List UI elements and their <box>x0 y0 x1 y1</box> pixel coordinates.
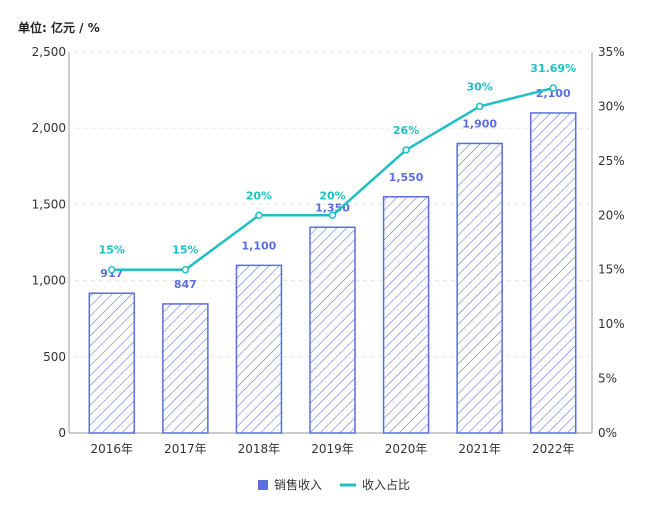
x-axis: 2016年 2017年 2018年 2019年 2020年 2021年 2022年 <box>69 432 592 456</box>
y-right-tick-label: 25% <box>598 154 625 168</box>
line-value-label: 26% <box>393 124 419 137</box>
legend-item-bar[interactable]: 销售收入 <box>258 477 322 492</box>
legend-bar-swatch <box>258 480 268 490</box>
bar[interactable] <box>309 226 356 434</box>
y-left-tick-label: 2,500 <box>32 45 66 59</box>
y-left-tick-label: 2,000 <box>32 121 66 135</box>
y-right-tick-label: 20% <box>598 208 625 222</box>
line-point[interactable] <box>549 84 557 92</box>
bar-value-label: 1,350 <box>315 201 350 214</box>
x-tick-label: 2020年 <box>385 442 428 456</box>
y-left-tick-label: 1,000 <box>32 274 66 288</box>
line-value-label: 20% <box>246 189 272 202</box>
bar[interactable] <box>88 292 136 434</box>
bar-value-label: 847 <box>174 278 197 291</box>
line-point[interactable] <box>402 146 410 154</box>
bar[interactable] <box>382 196 430 434</box>
x-tick-label: 2019年 <box>311 442 354 456</box>
line-data-labels: 15% 15% 20% 20% 26% 30% 31.69% <box>99 62 577 257</box>
bar-series <box>88 112 577 434</box>
y-right-tick-label: 0% <box>598 426 617 440</box>
bar-value-label: 1,100 <box>242 239 277 252</box>
bar-value-label: 1,550 <box>389 171 424 184</box>
x-tick-label: 2018年 <box>238 442 281 456</box>
y-left-tick-label: 0 <box>58 426 66 440</box>
x-tick-label: 2016年 <box>91 442 134 456</box>
legend-line-label: 收入占比 <box>362 477 410 492</box>
line-point[interactable] <box>475 102 484 111</box>
bar[interactable] <box>529 112 577 434</box>
y-right-tick-label: 35% <box>598 45 625 59</box>
y-right-tick-label: 30% <box>598 99 625 113</box>
y-axis-left: 0 500 1,000 1,500 2,000 2,500 <box>32 45 70 440</box>
line-value-label: 20% <box>319 189 345 202</box>
unit-label: 单位: 亿元 / % <box>18 20 100 35</box>
x-tick-label: 2022年 <box>532 442 575 456</box>
line-value-label: 30% <box>466 80 492 93</box>
bar[interactable] <box>235 264 283 434</box>
line-value-label: 15% <box>99 244 125 257</box>
line-point[interactable] <box>181 265 190 274</box>
y-right-tick-label: 10% <box>598 317 625 331</box>
x-tick-label: 2021年 <box>458 442 501 456</box>
line-point[interactable] <box>328 211 337 220</box>
line-point[interactable] <box>108 265 116 274</box>
line-point[interactable] <box>255 211 263 220</box>
bar[interactable] <box>162 303 209 434</box>
y-axis-right: 0% 5% 10% 15% 20% 25% 30% 35% <box>591 45 625 440</box>
bar[interactable] <box>456 142 503 434</box>
legend-item-line[interactable]: 收入占比 <box>340 477 410 492</box>
legend: 销售收入 收入占比 <box>258 477 410 492</box>
line-value-label: 31.69% <box>530 62 576 75</box>
legend-bar-label: 销售收入 <box>274 477 322 492</box>
y-left-tick-label: 500 <box>43 350 66 364</box>
y-left-tick-label: 1,500 <box>32 197 66 211</box>
line-value-label: 15% <box>172 244 198 257</box>
line-series <box>108 84 557 274</box>
y-right-tick-label: 5% <box>598 372 617 386</box>
x-tick-label: 2017年 <box>164 442 207 456</box>
y-right-tick-label: 15% <box>598 263 625 277</box>
bar-value-label: 1,900 <box>462 117 497 130</box>
